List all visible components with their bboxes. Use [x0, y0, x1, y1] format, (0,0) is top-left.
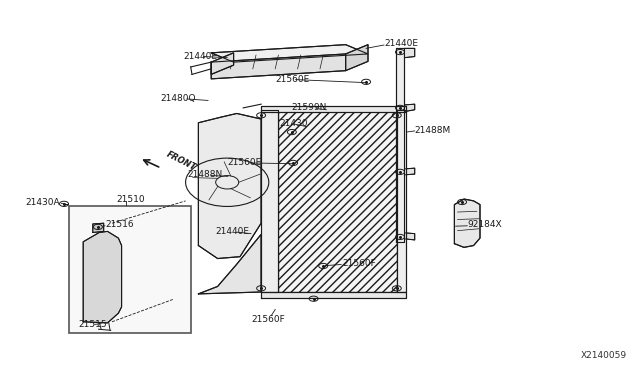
Polygon shape — [261, 292, 406, 298]
Polygon shape — [404, 48, 415, 58]
Polygon shape — [198, 113, 261, 259]
Polygon shape — [261, 106, 406, 112]
Text: 21599N: 21599N — [291, 103, 326, 112]
Polygon shape — [404, 233, 415, 240]
Text: 21430: 21430 — [280, 119, 308, 128]
Polygon shape — [346, 45, 368, 71]
Text: 21440E: 21440E — [183, 52, 217, 61]
Text: 21430A: 21430A — [26, 198, 60, 207]
Polygon shape — [397, 110, 406, 292]
Polygon shape — [454, 199, 480, 247]
Text: 21515: 21515 — [78, 320, 107, 329]
Polygon shape — [211, 45, 368, 62]
Polygon shape — [198, 234, 261, 294]
Text: 21560F: 21560F — [251, 315, 285, 324]
Polygon shape — [404, 168, 415, 175]
Bar — [278, 110, 397, 292]
Text: 21440E: 21440E — [384, 39, 418, 48]
Text: 21560F: 21560F — [342, 259, 376, 268]
Text: 21488N: 21488N — [188, 170, 223, 179]
Polygon shape — [83, 231, 122, 323]
Text: 92184X: 92184X — [467, 220, 502, 229]
Text: FRONT: FRONT — [164, 150, 197, 172]
Text: 21510: 21510 — [116, 195, 145, 204]
Text: 21560E: 21560E — [275, 75, 310, 84]
Polygon shape — [211, 53, 234, 74]
Text: 21488M: 21488M — [415, 126, 451, 135]
Polygon shape — [261, 110, 278, 292]
Polygon shape — [396, 48, 404, 242]
Text: 21560E: 21560E — [227, 158, 262, 167]
Polygon shape — [93, 223, 104, 232]
Text: 21516: 21516 — [106, 220, 134, 229]
Text: 21480Q: 21480Q — [160, 94, 195, 103]
Text: 21440E: 21440E — [216, 227, 250, 236]
Polygon shape — [211, 54, 346, 79]
Bar — [69, 206, 191, 333]
Text: X2140059: X2140059 — [581, 351, 627, 360]
Polygon shape — [404, 104, 415, 112]
